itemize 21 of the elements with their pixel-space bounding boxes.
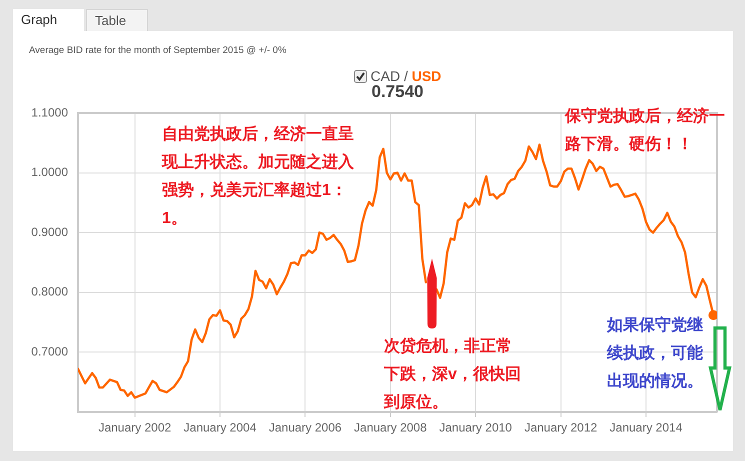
x-tick-label: January 2010	[439, 420, 512, 435]
y-tick-label: 1.1000	[31, 105, 68, 120]
text: 0.7540	[372, 82, 424, 102]
x-tick-label: January 2012	[524, 420, 598, 435]
annotation: 次贷危机，非正常下跌，深v，很快回到原位。	[384, 336, 522, 413]
annotation: 自由党执政后，经济一直呈现上升状态。加元随之进入强势，兑美元汇率超过1：1。	[162, 124, 355, 229]
y-tick-label: 0.8000	[31, 284, 68, 299]
y-tick-label: 1.0000	[31, 165, 68, 180]
x-tick-label: January 2008	[354, 420, 428, 435]
x-tick-label: January 2004	[184, 420, 257, 435]
x-tick-label: January 2002	[98, 420, 172, 435]
text: CAD / USD	[370, 68, 442, 84]
y-tick-label: 0.9000	[31, 224, 68, 239]
tab: Graph	[13, 9, 84, 31]
chart-title: Average BID rate for the month of September 2015 @ +/- 0%	[29, 45, 286, 56]
x-tick-label: January 2006	[268, 420, 342, 435]
x-tick-label: January 2014	[610, 420, 683, 435]
y-tick-label: 0.7000	[31, 344, 68, 359]
annotation: 如果保守党继续执政，可能出现的情况。	[607, 315, 704, 392]
tab: Table	[86, 9, 148, 31]
annotation: 保守党执政后，经济一路下滑。硬伤！！	[565, 106, 726, 155]
